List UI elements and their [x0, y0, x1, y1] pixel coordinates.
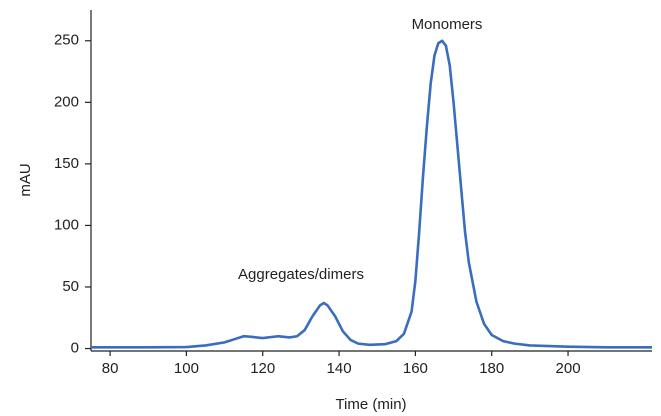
y-tick-label: 0 [71, 340, 79, 357]
x-tick-label: 160 [403, 360, 428, 377]
y-tick-label: 100 [54, 216, 79, 233]
y-tick-label: 200 [54, 93, 79, 110]
y-tick-label: 50 [62, 278, 79, 295]
annotation: Monomers [412, 16, 483, 33]
line-series [91, 39, 652, 349]
x-tick-label: 180 [479, 360, 504, 377]
y-tick-label: 150 [54, 155, 79, 172]
y-tick-label: 250 [54, 32, 79, 49]
x-tick-label: 80 [102, 360, 119, 377]
y-axis-label: mAU [17, 163, 34, 196]
x-tick-label: 120 [250, 360, 275, 377]
annotation: Aggregates/dimers [238, 266, 364, 283]
x-tick-label: 140 [327, 360, 352, 377]
x-tick-label: 100 [174, 360, 199, 377]
x-tick-label: 200 [556, 360, 581, 377]
x-axis-label: Time (min) [335, 396, 406, 413]
